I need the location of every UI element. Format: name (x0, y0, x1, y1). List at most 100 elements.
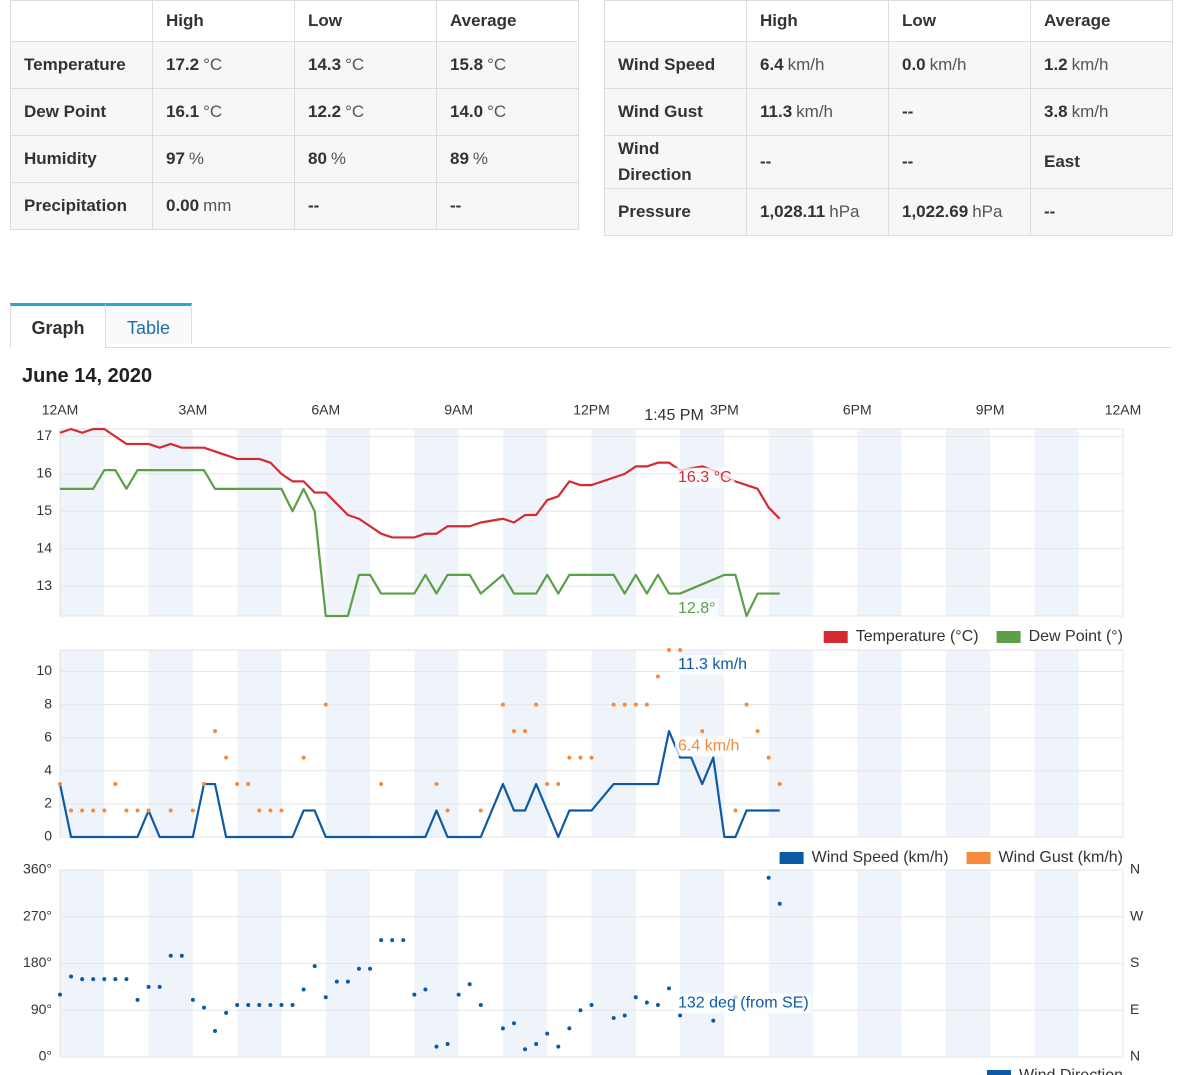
cell-unit: km/h (929, 55, 967, 74)
data-point (201, 1005, 206, 1010)
cell-value: 16.1 (166, 102, 200, 121)
data-point (733, 808, 738, 813)
legend-swatch (986, 1070, 1011, 1075)
cell-value: -- (902, 152, 914, 171)
data-point (744, 702, 749, 707)
data-point (69, 974, 74, 979)
hour-band (148, 429, 193, 616)
cell-unit: °C (487, 102, 507, 121)
data-point (434, 782, 439, 787)
row-label: Wind Gust (604, 88, 747, 136)
y-tick-label: 15 (36, 502, 52, 518)
header-cell (604, 0, 747, 42)
row-label: Humidity (10, 135, 153, 183)
tab[interactable]: Table (106, 303, 192, 344)
data-point (655, 1003, 660, 1008)
cell-value: -- (450, 196, 462, 215)
hour-band (1034, 429, 1079, 616)
cell-unit: hPa (972, 202, 1003, 221)
data-point (523, 1047, 528, 1052)
data-point (567, 755, 572, 760)
data-point (268, 1003, 273, 1008)
row-label: Pressure (604, 188, 747, 236)
cell-value: 0.0 (902, 55, 926, 74)
data-point (80, 977, 85, 982)
cell-value: 0.00 (166, 196, 200, 215)
hour-band (414, 650, 459, 837)
hour-band (502, 429, 548, 616)
data-point (91, 977, 96, 982)
data-point (478, 1003, 483, 1008)
cell: -- (888, 135, 1031, 189)
data-point (655, 674, 660, 679)
data-point (124, 808, 129, 813)
data-point (91, 808, 96, 813)
legend-label: Wind Speed (km/h) (812, 849, 949, 866)
data-point (478, 808, 483, 813)
cell: 0.00 mm (152, 182, 295, 230)
y-tick-label: 13 (36, 577, 52, 593)
header-row: High Low Average (604, 0, 1173, 42)
tooltip-value: 16.3 °C (678, 469, 732, 486)
cell: 80% (294, 135, 437, 183)
data-point (445, 808, 450, 813)
hour-band (502, 650, 548, 837)
header-row: High Low Average (10, 0, 579, 42)
tooltip-bg (675, 993, 812, 1014)
y-tick-label: 90° (31, 1001, 52, 1017)
cell-value: 14.0 (450, 102, 484, 121)
data-point (545, 782, 550, 787)
cell: -- (294, 182, 437, 230)
cell: 89% (436, 135, 579, 183)
cell-value: 3.8 (1044, 102, 1068, 121)
data-point (589, 755, 594, 760)
data-point (500, 1026, 505, 1031)
summary-table: High Low Average Wind Speed 6.4 km/h 0.0 km/h 1.… (604, 0, 1173, 236)
header-cell: High (746, 0, 889, 42)
hour-band (680, 429, 725, 616)
y-tick-label: 17 (36, 427, 52, 443)
series-line (59, 427, 781, 539)
data-point (644, 702, 649, 707)
data-point (589, 1003, 594, 1008)
cell-value: 6.4 (760, 55, 784, 74)
cell: 12.2 °C (294, 88, 437, 136)
y-tick-label: 180° (23, 954, 52, 970)
hour-band (237, 650, 282, 837)
cell-unit: hPa (829, 202, 860, 221)
cell: 6.4 km/h (746, 41, 889, 89)
cell-value: -- (902, 102, 914, 121)
x-tick-label: 6PM (843, 402, 872, 418)
data-point (246, 1003, 251, 1008)
data-point (102, 808, 107, 813)
data-point (667, 648, 672, 652)
data-point (578, 1008, 583, 1013)
data-point (157, 984, 162, 989)
data-point (611, 1016, 616, 1021)
data-point (323, 995, 328, 1000)
data-point (678, 648, 683, 652)
row-label: Dew Point (10, 88, 153, 136)
data-point (257, 808, 262, 813)
data-point (279, 1003, 284, 1008)
summary-table: High Low Average Temperature 17.2 °C 14.3 °C 15.… (10, 0, 579, 230)
data-point (511, 729, 516, 734)
tab-bar: Graph Table (10, 303, 1172, 348)
data-point (700, 729, 705, 734)
data-point (279, 808, 284, 813)
data-point (423, 987, 428, 992)
data-point (622, 1013, 627, 1018)
tooltip-value: 132 deg (from SE) (678, 995, 809, 1012)
data-point (445, 1042, 450, 1047)
header-cell (10, 0, 153, 42)
data-point (500, 702, 505, 707)
cell: -- (436, 182, 579, 230)
tab[interactable]: Graph (10, 303, 106, 348)
data-point (368, 966, 373, 971)
cell-value: 1,028.11 (760, 202, 826, 221)
data-point (80, 808, 85, 813)
cell-value: 17.2 (166, 55, 200, 74)
hour-band (60, 429, 105, 616)
y-tick-label: 8 (44, 695, 52, 711)
